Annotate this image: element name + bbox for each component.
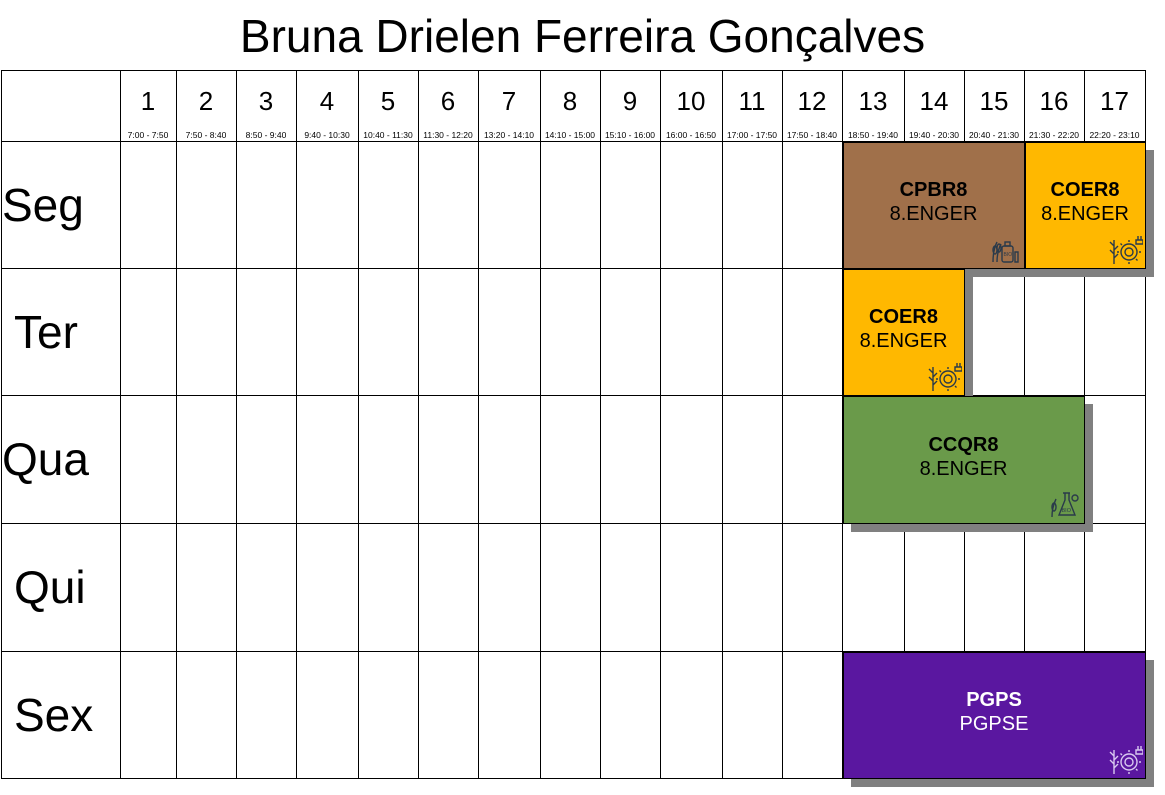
- period-time: 15:10 - 16:00: [604, 130, 656, 140]
- class-block-ccqr8[interactable]: CCQR8 8.ENGER BIO: [842, 395, 1085, 524]
- period-time: 17:00 - 17:50: [726, 130, 778, 140]
- period-time: 7:50 - 8:40: [185, 130, 227, 140]
- period-time: 18:50 - 19:40: [847, 130, 899, 140]
- class-code: CCQR8: [928, 433, 999, 456]
- day-label-qua: Qua: [2, 433, 89, 485]
- period-number: 5: [380, 86, 396, 116]
- period-number: 17: [1100, 86, 1129, 116]
- energy-plant-icon: [1109, 232, 1143, 266]
- class-room: 8.ENGER: [919, 457, 1008, 480]
- class-room: 8.ENGER: [1041, 203, 1129, 225]
- class-block-text: COER8 8.ENGER: [1026, 178, 1145, 226]
- period-number: 14: [919, 86, 949, 116]
- period-number: 4: [319, 86, 335, 116]
- bio-flask-icon: BIO: [1048, 487, 1082, 521]
- class-room: PGPSE: [959, 713, 1029, 735]
- period-time: 20:40 - 21:30: [968, 130, 1020, 140]
- class-code: CPBR8: [899, 179, 968, 201]
- class-block-text: PGPS PGPSE: [844, 688, 1145, 736]
- day-label-seg: Seg: [2, 178, 84, 231]
- class-block-pgps[interactable]: PGPS PGPSE: [842, 651, 1146, 779]
- period-number: 1: [140, 86, 156, 116]
- class-code: COER8: [1050, 179, 1120, 201]
- class-code: PGPS: [966, 689, 1022, 711]
- svg-text:BIO: BIO: [1003, 252, 1012, 258]
- class-block-text: COER8 8.ENGER: [844, 305, 964, 353]
- period-time: 17:50 - 18:40: [786, 130, 838, 140]
- period-number: 11: [738, 86, 766, 116]
- period-number: 6: [440, 86, 456, 116]
- class-block-text: CPBR8 8.ENGER: [844, 178, 1024, 226]
- period-number: 2: [198, 86, 214, 116]
- period-number: 13: [858, 86, 888, 116]
- period-time: 8:50 - 9:40: [245, 130, 287, 140]
- energy-plant-icon: [928, 359, 962, 393]
- period-time: 9:40 - 10:30: [304, 130, 350, 140]
- period-time: 14:10 - 15:00: [544, 130, 596, 140]
- class-block-text: CCQR8 8.ENGER: [844, 433, 1084, 481]
- period-time: 10:40 - 11:30: [363, 130, 413, 140]
- day-label-sex: Sex: [14, 688, 94, 741]
- class-block-coer8[interactable]: COER8 8.ENGER: [1024, 141, 1146, 269]
- period-number: 3: [258, 86, 274, 116]
- class-room: 8.ENGER: [889, 203, 978, 225]
- period-number: 15: [979, 86, 1009, 116]
- class-code: COER8: [869, 306, 938, 328]
- period-number: 9: [622, 86, 638, 116]
- period-number: 8: [562, 86, 578, 116]
- period-time: 11:30 - 12:20: [423, 130, 473, 140]
- svg-text:BIO: BIO: [1061, 508, 1071, 514]
- bio-plant-icon: BIO: [988, 232, 1022, 266]
- period-time: 16:00 - 16:50: [665, 130, 717, 140]
- day-label-qui: Qui: [14, 561, 86, 613]
- period-time: 19:40 - 20:30: [908, 130, 960, 140]
- page-title: Bruna Drielen Ferreira Gonçalves: [239, 10, 926, 62]
- class-block-coer8[interactable]: COER8 8.ENGER: [842, 268, 965, 396]
- class-block-cpbr8[interactable]: CPBR8 8.ENGER BIO: [842, 141, 1025, 269]
- period-time: 21:30 - 22:20: [1028, 130, 1080, 140]
- period-number: 7: [501, 86, 517, 116]
- day-label-ter: Ter: [14, 305, 78, 358]
- period-number: 16: [1039, 86, 1069, 116]
- period-number: 12: [797, 86, 827, 116]
- period-time: 7:00 - 7:50: [127, 130, 169, 140]
- period-time: 22:20 - 23:10: [1089, 130, 1140, 140]
- energy-plant-icon: [1109, 742, 1143, 776]
- period-time: 13:20 - 14:10: [483, 130, 535, 140]
- class-room: 8.ENGER: [859, 330, 948, 352]
- period-number: 10: [676, 86, 706, 116]
